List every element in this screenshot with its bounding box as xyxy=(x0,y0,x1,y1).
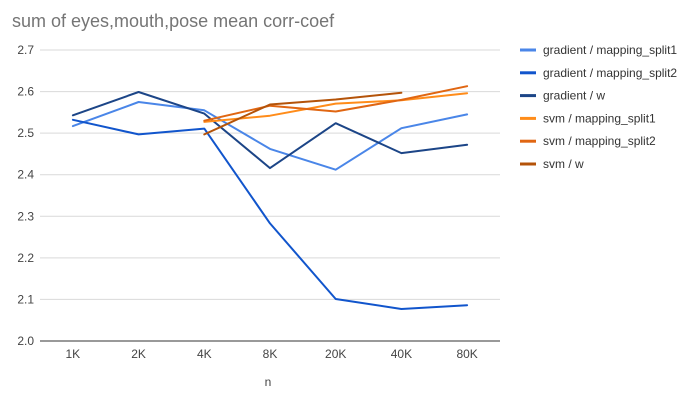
grid xyxy=(40,49,500,342)
chart-title: sum of eyes,mouth,pose mean corr-coef xyxy=(12,11,335,31)
legend-label: svm / mapping_split1 xyxy=(543,111,656,125)
x-tick-label: 80K xyxy=(456,347,477,361)
y-tick-label: 2.1 xyxy=(17,292,34,306)
series-line-3 xyxy=(71,91,469,170)
x-tick-label: 1K xyxy=(66,347,81,361)
x-tick-label: 20K xyxy=(325,347,346,361)
series-line-4 xyxy=(203,92,469,123)
series-line-1 xyxy=(71,101,469,171)
y-tick-label: 2.7 xyxy=(17,43,34,57)
x-tick-label: 2K xyxy=(131,347,146,361)
legend-label: gradient / w xyxy=(543,89,605,103)
y-tick-label: 2.6 xyxy=(17,85,34,99)
legend-label: svm / w xyxy=(543,157,584,171)
y-tick-label: 2.3 xyxy=(17,209,34,223)
legend: gradient / mapping_split1 gradient / mapp… xyxy=(520,43,677,171)
x-axis: 1K 2K 4K 8K 20K 40K 80K xyxy=(66,347,478,361)
y-tick-label: 2.4 xyxy=(17,168,34,182)
x-axis-title: n xyxy=(265,375,272,389)
x-tick-label: 8K xyxy=(263,347,278,361)
series-line-6 xyxy=(203,91,403,136)
x-tick-label: 40K xyxy=(391,347,412,361)
y-tick-label: 2.2 xyxy=(17,251,34,265)
legend-label: gradient / mapping_split1 xyxy=(543,43,677,57)
legend-label: svm / mapping_split2 xyxy=(543,134,656,148)
series-line-2 xyxy=(71,118,469,310)
series-line-5 xyxy=(203,85,469,122)
x-tick-label: 4K xyxy=(197,347,212,361)
y-axis: 2.0 2.1 2.2 2.3 2.4 2.5 2.6 2.7 xyxy=(17,43,34,348)
y-tick-label: 2.5 xyxy=(17,126,34,140)
y-tick-label: 2.0 xyxy=(17,334,34,348)
plot-area xyxy=(71,85,469,310)
legend-label: gradient / mapping_split2 xyxy=(543,66,677,80)
